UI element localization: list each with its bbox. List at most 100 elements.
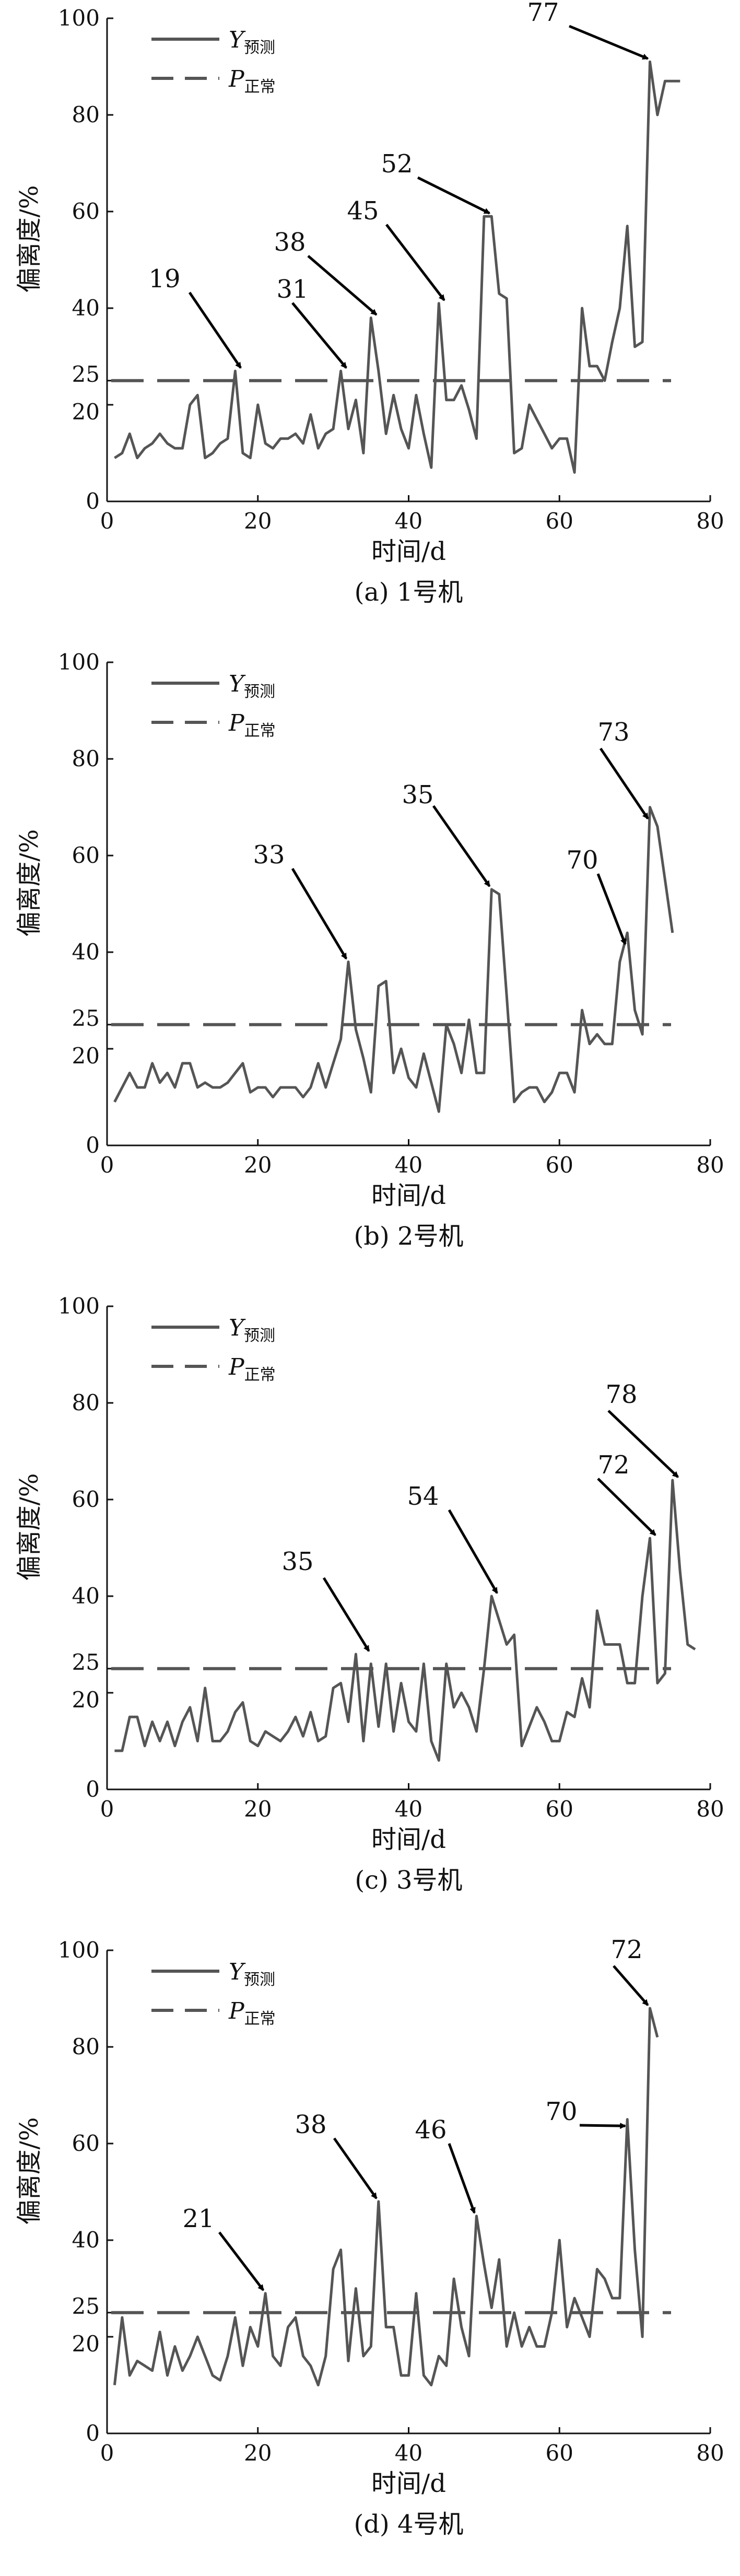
x-tick-label: 40 xyxy=(395,1796,422,1822)
annotation-label: 72 xyxy=(597,1450,629,1480)
legend-main: P xyxy=(228,1998,245,2024)
annotation-label: 72 xyxy=(610,1935,642,1964)
legend-sub: 预测 xyxy=(244,39,275,57)
annotation-label: 45 xyxy=(347,196,379,226)
y-axis-label: 偏离度/% xyxy=(15,1473,44,1581)
legend-entry: Y预测 xyxy=(229,27,275,57)
legend-main: Y xyxy=(229,671,246,697)
x-tick-label: 0 xyxy=(100,2440,114,2466)
legend-sub: 预测 xyxy=(244,683,275,701)
x-axis-label: 时间/d xyxy=(371,1825,446,1854)
annotation-arrow xyxy=(448,1509,498,1594)
y-axis-label: 偏离度/% xyxy=(15,2117,44,2225)
x-tick-label: 40 xyxy=(395,2440,422,2466)
legend-sub: 正常 xyxy=(244,1366,276,1384)
annotation-arrow xyxy=(599,747,649,819)
y-tick-label: 0 xyxy=(86,1132,100,1158)
annotation-label: 19 xyxy=(148,264,180,294)
x-tick-label: 80 xyxy=(696,1152,724,1178)
annotation-arrow xyxy=(417,176,491,215)
legend-entry: P正常 xyxy=(228,1354,276,1384)
x-tick-label: 80 xyxy=(696,508,724,534)
chart-panel-2: 0 20 40 60 80 0 20 25 40 60 80 100 时间/d 偏离度/% (b) 2号机 Y… xyxy=(15,649,724,1251)
annotation-label: 78 xyxy=(605,1380,637,1409)
annotation-label: 46 xyxy=(415,2115,447,2145)
x-tick-label: 0 xyxy=(100,1152,114,1178)
y-tick-label: 80 xyxy=(72,746,100,771)
legend-main: Y xyxy=(229,1315,246,1341)
annotation-label: 38 xyxy=(274,228,306,257)
x-tick-label: 0 xyxy=(100,1796,114,1822)
x-tick-label: 60 xyxy=(546,2440,573,2466)
annotation-arrow xyxy=(613,1965,649,2006)
annotation-arrow xyxy=(307,255,378,316)
annotation-arrow xyxy=(569,25,649,60)
annotation-arrow xyxy=(579,2123,627,2129)
annotation-arrow xyxy=(607,1410,679,1478)
y-tick-label: 100 xyxy=(58,1937,100,1963)
y-tick-label: 25 xyxy=(72,1005,100,1031)
y-tick-label: 40 xyxy=(72,939,100,965)
annotation-label: 35 xyxy=(402,780,433,810)
panel-caption: (a) 1号机 xyxy=(355,578,463,607)
x-tick-label: 20 xyxy=(244,2440,272,2466)
x-tick-label: 60 xyxy=(546,1796,573,1822)
y-tick-label: 40 xyxy=(72,1583,100,1609)
y-tick-label: 20 xyxy=(72,399,100,425)
annotation-label: 77 xyxy=(527,0,559,27)
series-line-y xyxy=(114,60,680,474)
legend-entry: Y预测 xyxy=(229,671,275,701)
legend-entry: P正常 xyxy=(228,710,276,740)
legend-main: P xyxy=(228,1354,245,1380)
y-tick-label: 25 xyxy=(72,361,100,387)
y-tick-label: 0 xyxy=(86,1776,100,1802)
x-tick-label: 40 xyxy=(395,1152,422,1178)
legend-main: Y xyxy=(229,27,246,53)
panel-caption: (c) 3号机 xyxy=(355,1866,462,1895)
legend-main: P xyxy=(228,710,245,736)
x-tick-label: 80 xyxy=(696,2440,724,2466)
annotation-arrow xyxy=(432,805,491,887)
legend: Y预测 P正常 xyxy=(151,1315,276,1384)
series-line-y xyxy=(113,2007,659,2386)
y-tick-label: 100 xyxy=(58,649,100,675)
x-tick-label: 40 xyxy=(395,508,422,534)
y-axis-label: 偏离度/% xyxy=(15,185,44,293)
chart-panel-1: 0 20 40 60 80 0 20 25 40 60 80 100 时间/d 偏离度/% (a) 1号机 Y… xyxy=(15,0,724,607)
y-tick-label: 20 xyxy=(72,1687,100,1713)
annotation-arrow xyxy=(188,291,242,369)
annotation-arrow xyxy=(333,2137,378,2199)
series-line-y xyxy=(113,806,674,1113)
legend-sub: 正常 xyxy=(244,2010,276,2028)
legend-sub: 正常 xyxy=(244,722,276,740)
y-tick-label: 80 xyxy=(72,102,100,127)
annotation-arrow xyxy=(218,2231,265,2291)
panel-caption: (d) 4号机 xyxy=(354,2510,464,2539)
annotation-label: 70 xyxy=(545,2097,577,2126)
annotation-arrow xyxy=(596,873,627,945)
annotation-label: 38 xyxy=(295,2110,326,2139)
x-tick-label: 0 xyxy=(100,508,114,534)
x-tick-label: 80 xyxy=(696,1796,724,1822)
annotation-label: 52 xyxy=(381,149,413,179)
annotation-label: 35 xyxy=(281,1547,313,1576)
legend-sub: 预测 xyxy=(244,1971,275,1989)
y-tick-label: 80 xyxy=(72,2034,100,2059)
annotation-arrow xyxy=(448,2143,476,2214)
y-tick-label: 0 xyxy=(86,2420,100,2446)
legend-entry: Y预测 xyxy=(229,1959,275,1989)
panel-caption: (b) 2号机 xyxy=(354,1222,464,1251)
y-tick-label: 60 xyxy=(72,1486,100,1512)
annotation-arrow xyxy=(385,224,445,301)
chart-panel-3: 0 20 40 60 80 0 20 25 40 60 80 100 时间/d 偏离度/% (c) 3号机 Y… xyxy=(15,1293,724,1895)
y-tick-label: 20 xyxy=(72,2331,100,2357)
annotation-label: 70 xyxy=(566,846,598,875)
x-tick-label: 20 xyxy=(244,508,272,534)
y-tick-label: 100 xyxy=(58,1293,100,1319)
y-tick-label: 60 xyxy=(72,2130,100,2156)
y-tick-label: 0 xyxy=(86,488,100,514)
x-axis-label: 时间/d xyxy=(371,1181,446,1210)
legend-main: Y xyxy=(229,1959,246,1985)
annotation-label: 31 xyxy=(276,275,308,304)
